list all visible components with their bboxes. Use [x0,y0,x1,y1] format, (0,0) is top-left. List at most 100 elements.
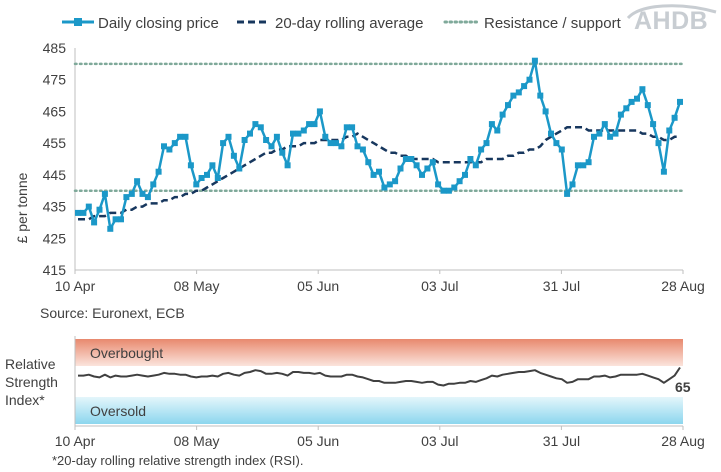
price-point [558,146,565,153]
rsi-label-line1: Relative [5,356,56,372]
overbought-band [75,339,683,366]
price-point [241,137,248,143]
price-point [316,108,323,115]
price-point [531,57,538,64]
rsi-x-axis-ticks: 10 Apr 08 May 05 Jun 03 Jul 31 Jul 28 Aug [55,426,705,449]
legend-item-price: Daily closing price [62,15,219,32]
rsi-x-tick-label: 03 Jul [421,433,458,449]
overbought-label: Overbought [90,345,163,361]
price-point [80,209,87,216]
price-point [96,206,103,213]
price-point [333,140,339,147]
legend-item-resistance: Resistance / support [443,15,622,32]
price-point [650,121,657,128]
price-point [247,130,253,137]
price-point [644,102,651,109]
price-point [494,127,501,134]
price-point [440,187,447,194]
price-point [580,162,587,169]
price-point [596,130,603,137]
price-point [209,162,216,169]
legend-resistance-label: Resistance / support [484,15,622,32]
price-point [505,102,511,109]
price-point [542,108,549,115]
price-point [295,130,302,137]
price-point [343,124,350,131]
legend-price-marker [74,18,82,26]
price-point [381,184,388,191]
logo-swoosh-icon [626,4,717,20]
price-point [75,209,81,216]
x-tick-label: 03 Jul [421,278,458,294]
y-axis-ticks: 415 425 435 445 455 465 475 485 [43,40,67,278]
price-point [273,133,280,140]
price-point [655,140,662,147]
rsi-label-line3: Index* [5,392,45,408]
price-point [171,140,178,147]
legend: Daily closing price 20-day rolling avera… [62,15,622,32]
price-point [193,181,200,188]
x-axis-ticks: 10 Apr 08 May 05 Jun 03 Jul 31 Jul 28 Aug [55,270,705,294]
price-point [118,216,124,223]
price-point [101,190,108,197]
price-point [456,178,463,185]
price-point [537,92,544,99]
price-point [150,181,157,188]
price-point [386,181,393,188]
price-point [424,165,431,172]
price-point [408,156,415,162]
price-point [177,133,184,140]
price-point [327,140,334,147]
price-point [322,133,329,140]
price-point [166,146,173,153]
price-point [354,143,361,150]
price-point [338,143,345,150]
price-point [123,194,130,201]
price-point [660,168,667,175]
price-point [634,95,640,102]
price-point [155,168,162,175]
price-point [376,168,382,175]
y-tick-label: 435 [43,199,67,215]
price-point [569,181,576,188]
price-point [553,140,560,147]
y-tick-label: 445 [43,167,67,183]
price-point [521,83,528,90]
y-tick-label: 465 [43,103,67,119]
price-point [370,171,377,178]
price-point [112,216,119,223]
price-point [488,121,495,128]
price-point [462,171,468,178]
price-point [300,127,307,134]
series-group [75,57,683,232]
price-point [91,219,98,226]
price-point [225,133,232,140]
price-point [279,149,286,156]
y-tick-label: 425 [43,230,67,246]
price-point [413,162,420,169]
price-chart: £ per tonne 415 425 435 445 455 465 475 485 10 … [14,40,705,321]
price-point [526,76,533,83]
y-tick-label: 415 [43,262,67,278]
price-point [435,181,442,188]
price-point [574,162,581,169]
rsi-line [78,366,681,387]
reference-lines [73,62,685,192]
ahdb-logo: AHDB [626,4,717,35]
price-point [220,140,227,147]
legend-price-label: Daily closing price [98,15,219,32]
legend-rolling-label: 20-day rolling average [275,15,423,32]
rsi-x-tick-label: 28 Aug [661,433,705,449]
price-point [257,124,264,131]
price-point [187,162,194,169]
price-point [666,127,673,134]
price-point [445,187,452,194]
price-point [392,178,399,185]
price-point [134,178,141,185]
price-point [402,156,409,162]
rsi-x-tick-label: 08 May [174,433,220,449]
oversold-label: Oversold [90,403,146,419]
price-point [236,165,243,172]
price-point [548,130,554,137]
logo-text: AHDB [634,7,708,35]
